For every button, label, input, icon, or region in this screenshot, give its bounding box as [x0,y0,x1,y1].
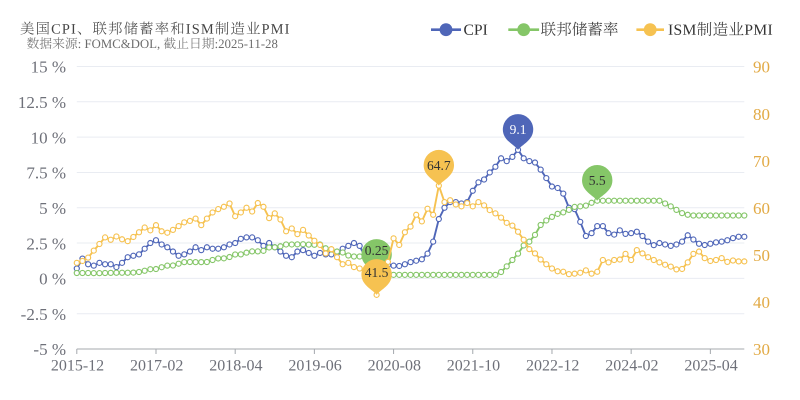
svg-text:7.5 %: 7.5 % [26,164,66,183]
svg-text:2024-02: 2024-02 [605,358,658,375]
svg-text:2017-02: 2017-02 [130,358,183,375]
svg-text:2021-10: 2021-10 [447,358,500,375]
svg-text:60: 60 [753,199,770,218]
svg-text:-2.5 %: -2.5 % [21,305,66,324]
svg-text:12.5 %: 12.5 % [18,93,66,112]
svg-text:30: 30 [753,340,770,359]
svg-text:50: 50 [753,246,770,265]
svg-text:90: 90 [753,58,770,77]
svg-text:2015-12: 2015-12 [51,358,104,375]
svg-text:5 %: 5 % [39,199,66,218]
svg-text:2018-04: 2018-04 [209,358,262,375]
svg-text:10 %: 10 % [31,128,66,147]
svg-text:41.5: 41.5 [365,265,389,280]
svg-text:9.1: 9.1 [510,122,527,137]
svg-text:2019-06: 2019-06 [288,358,341,375]
svg-text:0 %: 0 % [39,270,66,289]
svg-text:80: 80 [753,105,770,124]
svg-text:40: 40 [753,293,770,312]
svg-text:5.5: 5.5 [589,173,606,188]
svg-text:-5 %: -5 % [33,340,66,359]
svg-text:15 %: 15 % [31,58,66,77]
svg-text:2.5 %: 2.5 % [26,234,66,253]
svg-text:2020-08: 2020-08 [368,358,421,375]
svg-text:2022-12: 2022-12 [526,358,579,375]
svg-text:64.7: 64.7 [427,158,451,173]
svg-text:0.25: 0.25 [365,243,389,258]
svg-text:2025-04: 2025-04 [684,358,737,375]
svg-text:70: 70 [753,152,770,171]
